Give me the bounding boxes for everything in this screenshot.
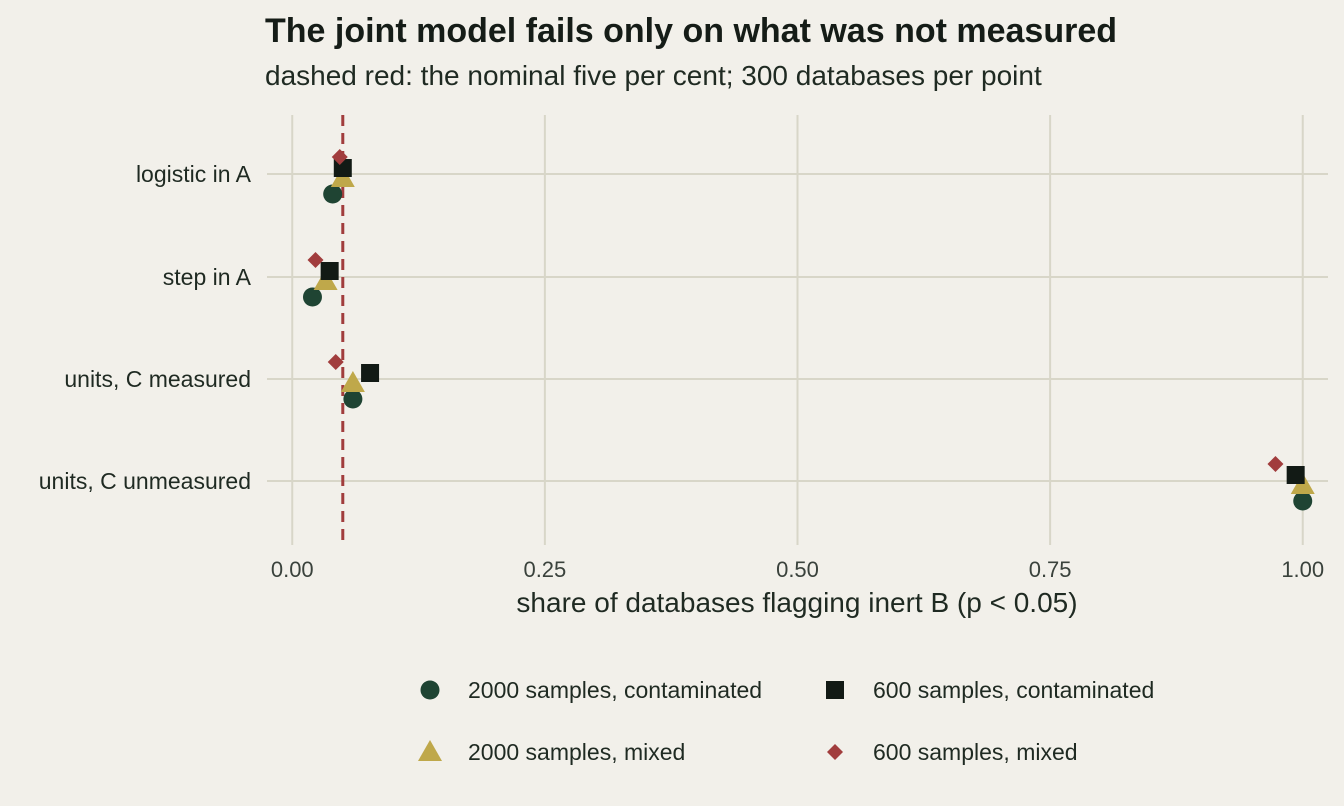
y-tick-label: units, C measured xyxy=(64,366,251,392)
data-point-circle xyxy=(343,389,363,409)
legend: 2000 samples, contaminated 600 samples, … xyxy=(410,668,1230,788)
data-point-circle xyxy=(1293,491,1313,511)
y-tick-label: units, C unmeasured xyxy=(39,468,251,494)
chart-title: The joint model fails only on what was n… xyxy=(265,12,1118,50)
data-point-square xyxy=(320,262,339,280)
chart-subtitle: dashed red: the nominal five per cent; 3… xyxy=(265,60,1042,91)
legend-label: 2000 samples, mixed xyxy=(468,738,686,765)
data-point-square xyxy=(1286,466,1305,484)
data-point-diamond xyxy=(327,354,344,370)
legend-square-icon xyxy=(826,681,844,699)
legend-label: 2000 samples, contaminated xyxy=(468,676,763,703)
data-point-square xyxy=(361,364,380,382)
data-point-diamond xyxy=(331,149,348,165)
legend-triangle-icon xyxy=(418,740,442,761)
x-tick-label: 0.75 xyxy=(1029,557,1072,582)
data-point-triangle xyxy=(340,371,365,392)
legend-label: 600 samples, contaminated xyxy=(873,676,1155,703)
data-point-circle xyxy=(302,287,322,307)
x-axis-title: share of databases flagging inert B (p <… xyxy=(516,587,1077,618)
y-tick-label: logistic in A xyxy=(136,161,252,187)
data-point-diamond xyxy=(307,252,324,268)
y-tick-label: step in A xyxy=(163,264,252,290)
data-point-circle xyxy=(323,184,343,204)
legend-item: 600 samples, mixed xyxy=(815,732,1078,772)
legend-item: 2000 samples, mixed xyxy=(410,732,685,772)
legend-label: 600 samples, mixed xyxy=(873,738,1078,765)
data-point-diamond xyxy=(1267,456,1284,472)
x-tick-label: 1.00 xyxy=(1281,557,1324,582)
legend-diamond-icon xyxy=(827,744,843,760)
x-tick-label: 0.50 xyxy=(776,557,819,582)
legend-circle-icon xyxy=(420,680,440,700)
x-tick-label: 0.00 xyxy=(271,557,314,582)
legend-item: 2000 samples, contaminated xyxy=(410,670,762,710)
x-tick-label: 0.25 xyxy=(523,557,566,582)
legend-item: 600 samples, contaminated xyxy=(815,670,1154,710)
